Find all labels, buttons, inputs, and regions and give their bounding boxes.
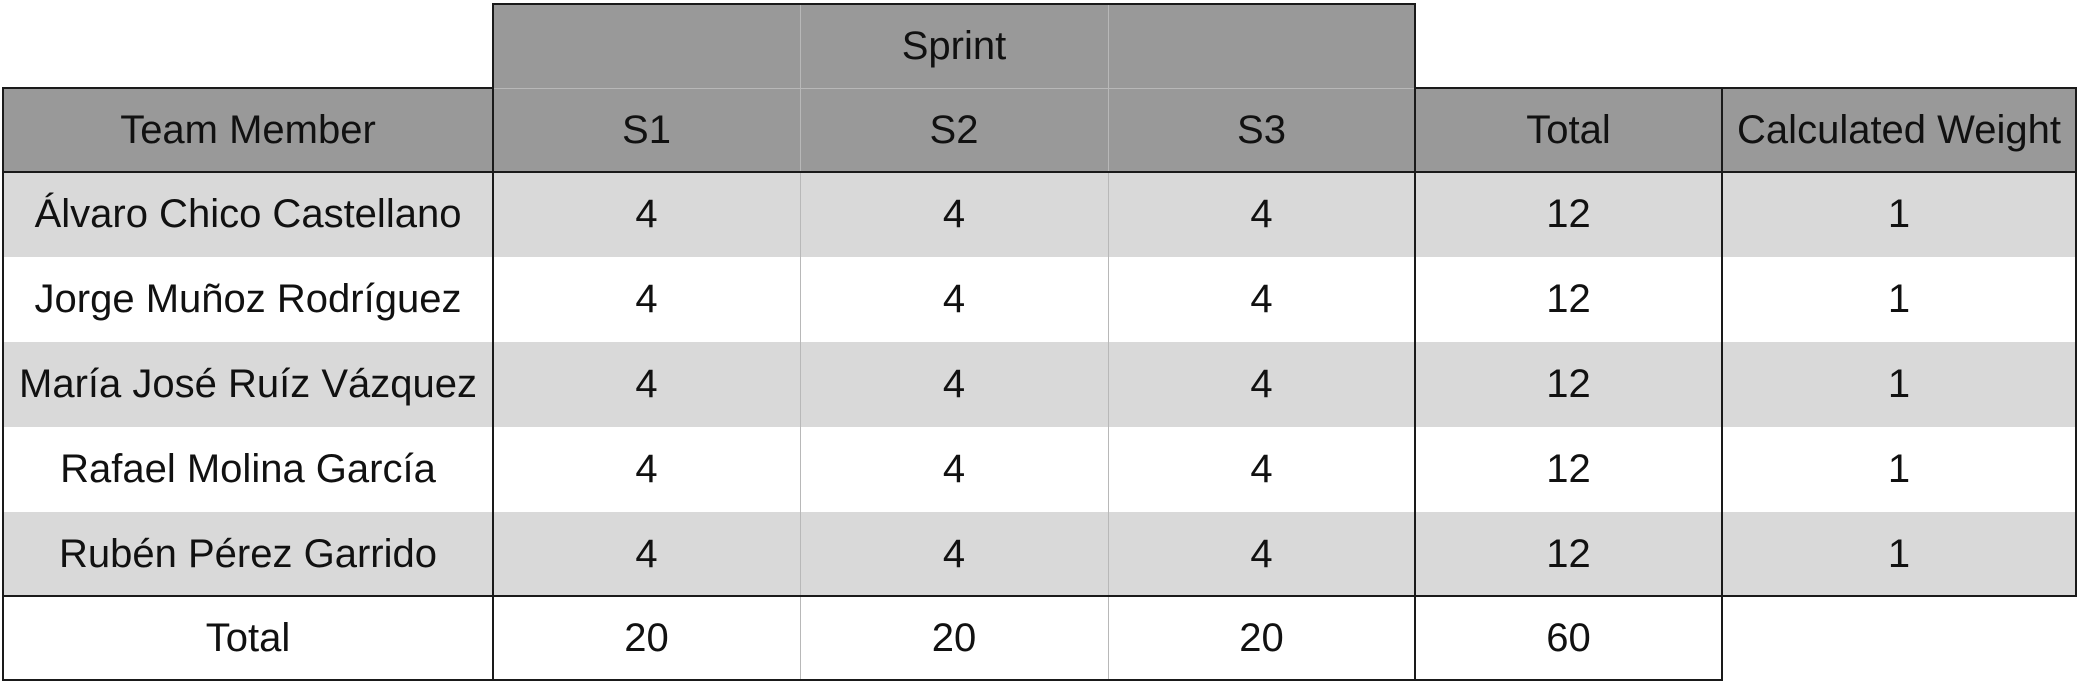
- table-row-s3: 4: [1108, 427, 1415, 512]
- table-row-total: 12: [1415, 172, 1722, 257]
- table-row-s2: 4: [800, 257, 1108, 342]
- footer-grand-total: 60: [1415, 596, 1722, 681]
- header-total: Total: [1415, 88, 1722, 172]
- table-row-s1: 4: [493, 427, 800, 512]
- divider: [1414, 3, 1416, 681]
- table-row-s1: 4: [493, 342, 800, 427]
- divider: [3, 595, 2077, 597]
- table-row-name: María José Ruíz Vázquez: [3, 342, 493, 427]
- header-s3: S3: [1108, 88, 1415, 172]
- divider: [493, 3, 1416, 5]
- divider: [1721, 87, 1723, 681]
- footer-total-label: Total: [3, 596, 493, 681]
- table-row-s2: 4: [800, 512, 1108, 596]
- table-row-name: Rafael Molina García: [3, 427, 493, 512]
- header-team-member: Team Member: [3, 88, 493, 172]
- divider: [493, 88, 1415, 89]
- table-row-s2: 4: [800, 172, 1108, 257]
- table-row-s2: 4: [800, 427, 1108, 512]
- header-calculated-weight: Calculated Weight: [1722, 88, 2076, 172]
- table-row-total: 12: [1415, 257, 1722, 342]
- divider: [3, 87, 494, 89]
- divider: [800, 4, 801, 681]
- table-row-s1: 4: [493, 512, 800, 596]
- header-sprint-group: Sprint: [493, 4, 1415, 88]
- table-row-name: Álvaro Chico Castellano: [3, 172, 493, 257]
- table-row-weight: 1: [1722, 427, 2076, 512]
- divider: [1108, 4, 1109, 681]
- table-row-s1: 4: [493, 172, 800, 257]
- table-row-s1: 4: [493, 257, 800, 342]
- table-row-s3: 4: [1108, 172, 1415, 257]
- table-row-s3: 4: [1108, 342, 1415, 427]
- divider: [2, 87, 4, 681]
- footer-s1-total: 20: [493, 596, 800, 681]
- table-row-s3: 4: [1108, 512, 1415, 596]
- divider: [3, 679, 1723, 681]
- table-row-name: Jorge Muñoz Rodríguez: [3, 257, 493, 342]
- footer-s3-total: 20: [1108, 596, 1415, 681]
- table-row-total: 12: [1415, 427, 1722, 512]
- footer-s2-total: 20: [800, 596, 1108, 681]
- table-row-s3: 4: [1108, 257, 1415, 342]
- table-row-weight: 1: [1722, 512, 2076, 596]
- table-row-total: 12: [1415, 342, 1722, 427]
- header-s1: S1: [493, 88, 800, 172]
- divider: [1415, 87, 2077, 89]
- divider: [492, 3, 494, 681]
- divider: [3, 171, 2077, 173]
- table-row-weight: 1: [1722, 257, 2076, 342]
- table-row-s2: 4: [800, 342, 1108, 427]
- table-row-name: Rubén Pérez Garrido: [3, 512, 493, 596]
- header-s2: S2: [800, 88, 1108, 172]
- table-row-weight: 1: [1722, 172, 2076, 257]
- divider: [2075, 87, 2077, 597]
- table-row-total: 12: [1415, 512, 1722, 596]
- table-row-weight: 1: [1722, 342, 2076, 427]
